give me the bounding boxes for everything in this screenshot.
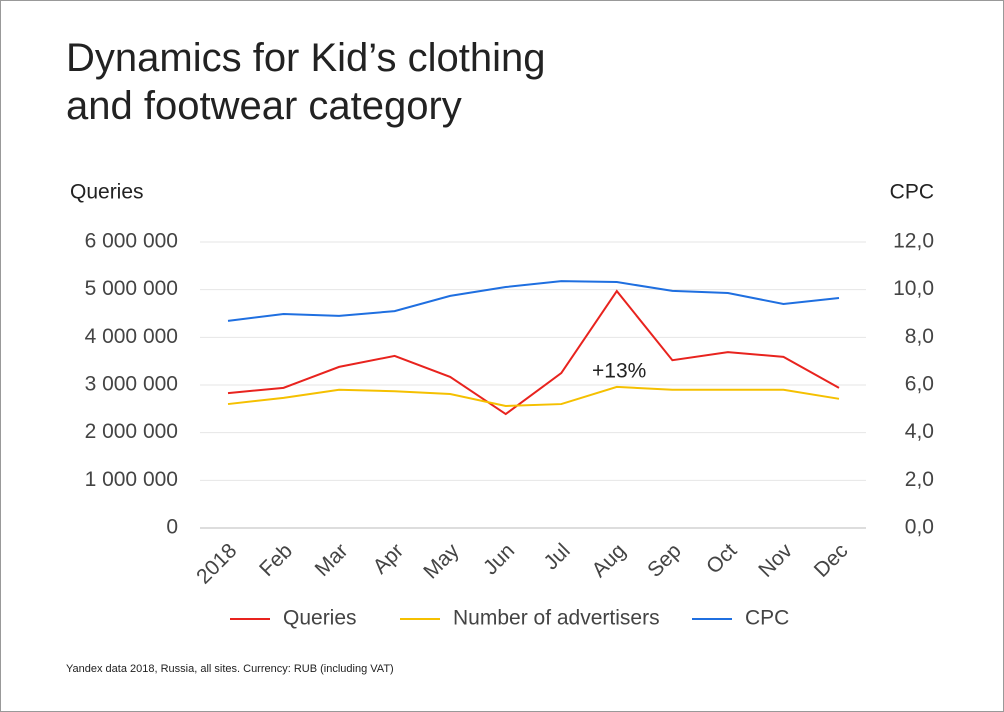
y-axis-title: Queries (70, 181, 144, 204)
y2-axis-title: CPC (890, 181, 934, 204)
line-series (227, 385, 840, 407)
y2-tick-label: 8,0 (905, 325, 934, 348)
y-tick-label: 6 000 000 (85, 230, 178, 253)
y2-tick-label: 10,0 (893, 277, 934, 300)
y2-tick-label: 4,0 (905, 420, 934, 443)
y-tick-label: 4 000 000 (85, 325, 178, 348)
legend-label: Queries (283, 607, 357, 630)
y-tick-label: 1 000 000 (85, 468, 178, 491)
y2-tick-label: 2,0 (905, 468, 934, 491)
line-series (227, 280, 840, 322)
y-tick-label: 5 000 000 (85, 277, 178, 300)
y-tick-label: 0 (166, 516, 178, 539)
footnote: Yandex data 2018, Russia, all sites. Cur… (66, 663, 394, 675)
y-tick-label: 3 000 000 (85, 373, 178, 396)
legend-label: Number of advertisers (453, 607, 660, 630)
y2-tick-label: 0,0 (905, 516, 934, 539)
annotation: +13% (592, 360, 646, 383)
y2-tick-label: 6,0 (905, 373, 934, 396)
chart-title: Dynamics for Kid’s clothing and footwear … (66, 36, 545, 128)
legend-label: CPC (745, 607, 789, 630)
y2-tick-label: 12,0 (893, 230, 934, 253)
y-tick-label: 2 000 000 (85, 420, 178, 443)
line-series (227, 289, 840, 416)
